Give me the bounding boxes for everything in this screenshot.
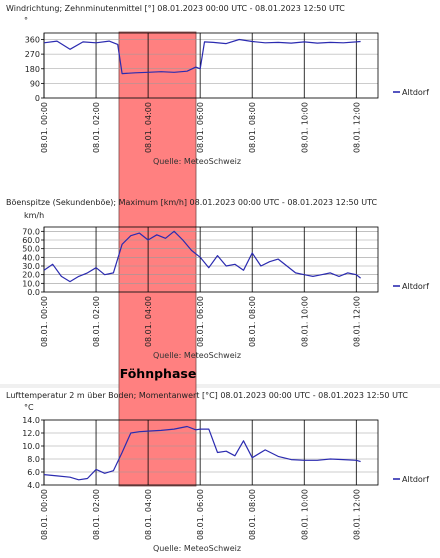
y-tick-label: 270	[25, 50, 40, 59]
x-tick-label: 08.01. 08:00	[248, 102, 257, 153]
x-tick-label: 08.01. 12:00	[352, 296, 361, 347]
y-tick-label: 0	[35, 94, 40, 103]
x-tick-label: 08.01. 02:00	[92, 489, 101, 540]
chart-content: Windrichtung; Zehnminutenmittel [°] 08.0…	[6, 4, 429, 553]
y-tick-label: 60.0	[22, 236, 40, 245]
legend-label: Altdorf	[402, 88, 429, 97]
x-tick-label: 08.01. 00:00	[40, 489, 49, 540]
series-line-altdorf	[43, 38, 361, 75]
y-tick-label: 0.0	[27, 288, 40, 297]
y-unit-label: °	[24, 16, 28, 25]
x-tick-label: 08.01. 08:00	[248, 489, 257, 540]
plot-frame	[43, 419, 379, 486]
chart-title: Lufttemperatur 2 m über Boden; Momentanw…	[6, 391, 408, 400]
source-label: Quelle: MeteoSchweiz	[153, 544, 241, 553]
x-tick-label: 08.01. 08:00	[248, 296, 257, 347]
y-tick-label: 70.0	[22, 227, 40, 236]
y-tick-label: 6.0	[27, 468, 40, 477]
series-line-altdorf	[43, 425, 361, 481]
x-tick-label: 08.01. 04:00	[144, 102, 153, 153]
foehn-phase-band	[118, 31, 197, 487]
x-tick-label: 08.01. 06:00	[196, 102, 205, 153]
y-tick-label: 360	[25, 36, 40, 45]
y-tick-label: 4.0	[27, 481, 40, 490]
x-tick-label: 08.01. 10:00	[300, 296, 309, 347]
x-tick-label: 08.01. 10:00	[300, 102, 309, 153]
y-tick-label: 180	[25, 65, 40, 74]
x-tick-label: 08.01. 12:00	[352, 489, 361, 540]
y-tick-label: 30.0	[22, 262, 40, 271]
x-tick-label: 08.01. 10:00	[300, 489, 309, 540]
x-tick-label: 08.01. 12:00	[352, 102, 361, 153]
legend-label: Altdorf	[402, 475, 429, 484]
foehn-label: Föhnphase	[120, 366, 197, 381]
y-unit-label: km/h	[24, 211, 44, 220]
x-tick-label: 08.01. 00:00	[40, 102, 49, 153]
y-tick-label: 14.0	[22, 416, 40, 425]
plot-frame	[43, 32, 379, 99]
y-tick-label: 20.0	[22, 271, 40, 280]
chart-title: Böenspitze (Sekundenböe); Maximum [km/h]…	[6, 198, 378, 207]
plot-frame	[43, 226, 379, 293]
y-tick-label: 90	[30, 79, 40, 88]
y-tick-label: 8.0	[27, 455, 40, 464]
panel-bg	[0, 192, 440, 384]
panel-bg	[0, 0, 440, 192]
legend-label: Altdorf	[402, 282, 429, 291]
x-tick-label: 08.01. 04:00	[144, 296, 153, 347]
x-tick-label: 08.01. 04:00	[144, 489, 153, 540]
series-line-altdorf	[43, 230, 361, 283]
source-label: Quelle: MeteoSchweiz	[153, 351, 241, 360]
y-tick-label: 10.0	[22, 279, 40, 288]
x-tick-label: 08.01. 02:00	[92, 296, 101, 347]
y-tick-label: 50.0	[22, 245, 40, 254]
x-tick-label: 08.01. 00:00	[40, 296, 49, 347]
chart-title: Windrichtung; Zehnminutenmittel [°] 08.0…	[6, 4, 345, 13]
foehn-highlight	[118, 31, 197, 487]
x-tick-label: 08.01. 06:00	[196, 489, 205, 540]
x-tick-label: 08.01. 06:00	[196, 296, 205, 347]
source-label: Quelle: MeteoSchweiz	[153, 157, 241, 166]
x-tick-label: 08.01. 02:00	[92, 102, 101, 153]
y-unit-label: °C	[24, 403, 34, 412]
panel-bg	[0, 388, 440, 558]
y-tick-label: 40.0	[22, 253, 40, 262]
y-tick-label: 10.0	[22, 442, 40, 451]
y-tick-label: 12.0	[22, 429, 40, 438]
